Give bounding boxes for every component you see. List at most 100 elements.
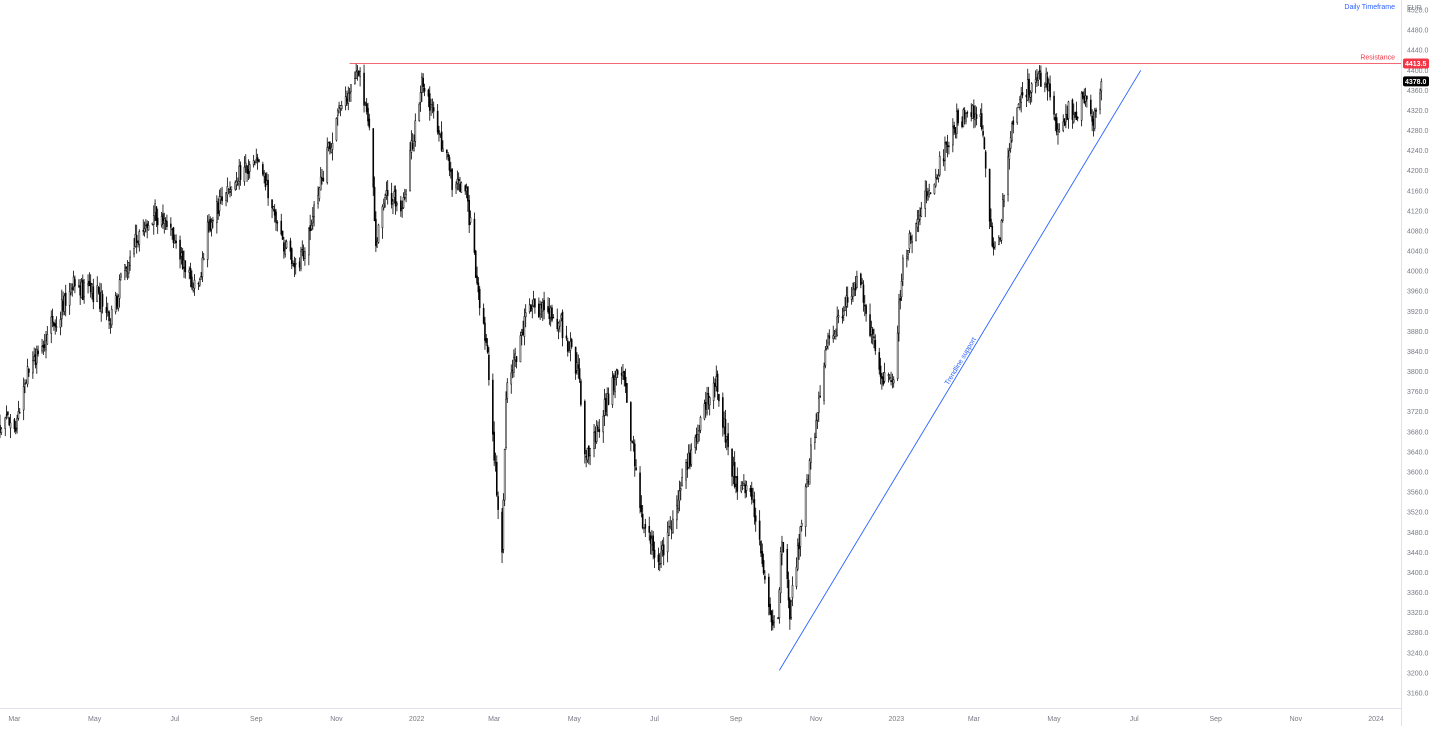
candle-body [252,160,255,165]
candle-body [359,71,361,77]
candle-body [363,72,365,106]
candle-body [690,449,693,465]
candle-body [842,310,845,316]
candle-body [421,76,423,93]
candle-body [1072,114,1075,123]
candle-body [457,178,460,181]
candle-body [732,465,735,477]
candle-body [464,185,467,192]
trendline-support[interactable] [778,70,1142,671]
candle-body [13,419,16,430]
candle-body [689,452,691,467]
candle-body [891,380,894,382]
candle-body [982,131,984,136]
candle-body [915,223,917,242]
candle-body [861,282,863,284]
candle-body [556,318,559,329]
candle-body [695,434,698,442]
candle-body [722,397,724,428]
candle-body [658,563,661,565]
candle-body [871,329,874,335]
candle-body [175,240,177,243]
candle-body [292,264,294,267]
candle-body [953,125,955,129]
candle-body [605,398,607,413]
candle-body [694,437,697,448]
candle-body [202,258,205,261]
candle-body [902,257,904,280]
candle-body [298,261,301,268]
candle-body [281,230,284,240]
price-tick-label: 4480.0 [1407,28,1429,35]
candle-body [681,476,683,487]
candle-body [836,316,838,336]
candle-body [17,411,20,419]
candle-body [961,121,963,127]
candle-body [126,269,129,272]
candle-body [109,323,112,325]
candle-body [120,273,122,278]
candle-body [43,344,46,349]
candle-body [782,542,785,553]
candle-body [54,323,56,327]
candle-body [125,266,127,269]
candle-body [152,215,155,225]
candle-body [283,242,285,252]
candle-body [439,133,442,136]
candle-body [992,243,995,249]
candle-body [367,107,369,122]
candle-body [909,235,912,241]
candle-body [952,126,954,146]
candle-body [1019,99,1021,108]
candle-body [160,216,163,226]
candle-body [749,488,752,492]
price-tick-label: 3160.0 [1407,690,1429,697]
candle-body [888,377,891,379]
candle-body [273,209,276,216]
candle-body [639,472,641,509]
time-tick-label: May [88,716,102,723]
candle-body [469,217,472,223]
candle-body [327,142,330,148]
candle-body [698,430,700,432]
price-tick-label: 3520.0 [1407,510,1429,517]
candle-body [16,417,18,429]
candle-body [446,149,448,154]
candle-body [551,307,553,321]
candle-body [151,222,154,225]
candle-body [753,499,756,518]
candle-body [127,262,130,274]
candle-body [243,166,246,182]
candle-body [816,412,819,421]
candle-body [927,195,929,201]
candle-body [474,250,477,278]
candle-body [308,228,310,256]
candle-body [348,92,351,94]
candle-body [258,159,260,163]
price-axis[interactable]: 3160.0 3200.0 3240.0 3280.0 3320.0 3360.0 3400… [1407,8,1429,698]
price-tick-label: 3200.0 [1407,670,1429,677]
candle-body [630,402,632,441]
candle-body [346,98,348,102]
time-tick-label: Mar [488,716,501,723]
candle-body [911,241,913,243]
price-tick-label: 4400.0 [1407,68,1429,75]
candle-body [750,487,753,500]
price-tick-label: 3800.0 [1407,369,1429,376]
price-tick-label: 3480.0 [1407,530,1429,537]
candle-body [547,306,549,312]
candle-body [484,322,486,341]
time-axis[interactable]: Mar May Jul Sep Nov 2022 Mar May Jul Sep Nov 2023 Ma… [8,716,1383,723]
candle-body [173,240,176,244]
candle-body [522,329,524,336]
candle-body [657,554,660,563]
candle-body [354,78,356,85]
candle-body [513,356,515,373]
candle-body [478,288,481,309]
candle-body [155,206,158,221]
candle-body [1000,220,1003,241]
candle-body [402,196,405,208]
candle-body [706,393,708,414]
